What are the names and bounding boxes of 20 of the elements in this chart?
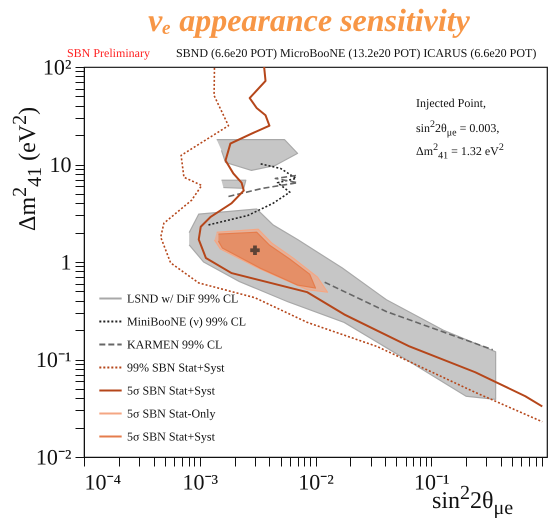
- x-tick-label: 10⁻²: [298, 470, 334, 494]
- y-tick-label: 10⁻¹: [36, 347, 72, 372]
- legend-label: 5σ SBN Stat+Syst: [127, 384, 216, 398]
- text: SBN Preliminary: [67, 46, 150, 60]
- legend-label: MiniBooNE (ν) 99% CL: [127, 314, 246, 328]
- annotation: Injected Point,: [416, 96, 486, 111]
- y-tick-label: 10⁻²: [36, 444, 72, 470]
- y-tick-label: 1: [60, 250, 72, 274]
- text: SBND (6.6e20 POT) MicroBooNE (13.2e20 POT) ICARUS (6.6e20 POT): [176, 46, 536, 61]
- legend-label: LSND w/ DiF 99% CL: [127, 292, 238, 306]
- annotation: Δm$^{2}$$_{41}$ = 1.32 eV$^{2}$: [416, 142, 504, 162]
- legend-label: KARMEN 99% CL: [127, 338, 222, 352]
- x-tick-label: 10⁻⁴: [84, 470, 122, 494]
- y-tick-label: 10: [50, 152, 72, 177]
- legend-label: 5σ SBN Stat+Syst: [127, 430, 216, 444]
- x-tick-label: 10⁻³: [182, 470, 218, 494]
- legend-label: 5σ SBN Stat-Only: [127, 406, 216, 420]
- annotation: sin$^{2}$2θ$_{μe}$ = 0.003,: [416, 119, 500, 138]
- chart-title: νₑ appearance sensitivity: [147, 2, 471, 39]
- legend-label: 99% SBN Stat+Syst: [127, 360, 226, 374]
